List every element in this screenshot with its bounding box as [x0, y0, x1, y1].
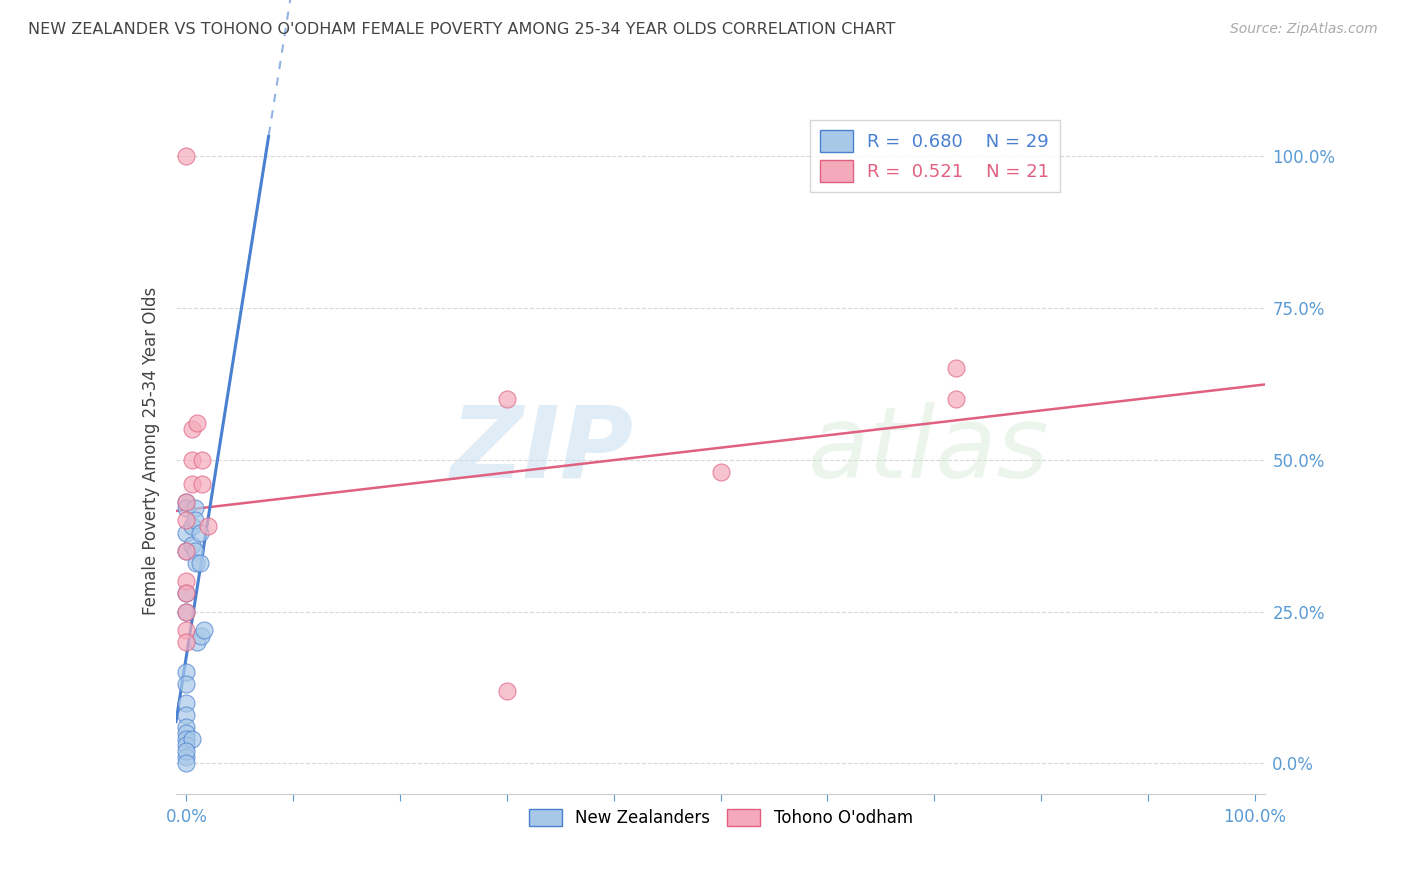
Text: atlas: atlas: [807, 402, 1049, 499]
Point: [180, 538, 202, 552]
Point: [186, 416, 208, 430]
Point: [188, 556, 211, 570]
Point: [176, 738, 198, 752]
Text: Source: ZipAtlas.com: Source: ZipAtlas.com: [1230, 22, 1378, 37]
Point: [184, 543, 207, 558]
Point: [188, 525, 211, 540]
Point: [190, 629, 212, 643]
Point: [176, 495, 198, 509]
Point: [184, 513, 207, 527]
Point: [176, 665, 198, 680]
Point: [180, 732, 202, 747]
Point: [191, 452, 214, 467]
Point: [176, 149, 198, 163]
Point: [191, 476, 214, 491]
Point: [945, 361, 967, 376]
Point: [176, 543, 198, 558]
Point: [176, 720, 198, 734]
Point: [176, 696, 198, 710]
Point: [176, 495, 198, 509]
Point: [176, 605, 198, 619]
Point: [197, 519, 219, 533]
Text: NEW ZEALANDER VS TOHONO O'ODHAM FEMALE POVERTY AMONG 25-34 YEAR OLDS CORRELATION: NEW ZEALANDER VS TOHONO O'ODHAM FEMALE P…: [28, 22, 896, 37]
Point: [176, 513, 198, 527]
Point: [710, 465, 733, 479]
Point: [176, 707, 198, 722]
Point: [176, 586, 198, 600]
Point: [176, 574, 198, 589]
Point: [176, 750, 198, 764]
Point: [496, 683, 519, 698]
Point: [176, 586, 198, 600]
Point: [176, 525, 198, 540]
Point: [180, 519, 202, 533]
Point: [184, 501, 207, 516]
Legend: New Zealanders, Tohono O'odham: New Zealanders, Tohono O'odham: [522, 802, 920, 834]
Point: [176, 623, 198, 637]
Point: [176, 744, 198, 758]
Point: [176, 677, 198, 691]
Point: [176, 605, 198, 619]
Point: [176, 732, 198, 747]
Point: [176, 635, 198, 649]
Point: [180, 476, 202, 491]
Point: [180, 422, 202, 436]
Y-axis label: Female Poverty Among 25-34 Year Olds: Female Poverty Among 25-34 Year Olds: [142, 286, 160, 615]
Point: [176, 726, 198, 740]
Point: [176, 543, 198, 558]
Point: [186, 635, 208, 649]
Text: ZIP: ZIP: [450, 402, 633, 499]
Point: [176, 756, 198, 771]
Point: [496, 392, 519, 406]
Point: [193, 623, 215, 637]
Point: [184, 556, 207, 570]
Point: [180, 452, 202, 467]
Point: [945, 392, 967, 406]
Point: [176, 501, 198, 516]
